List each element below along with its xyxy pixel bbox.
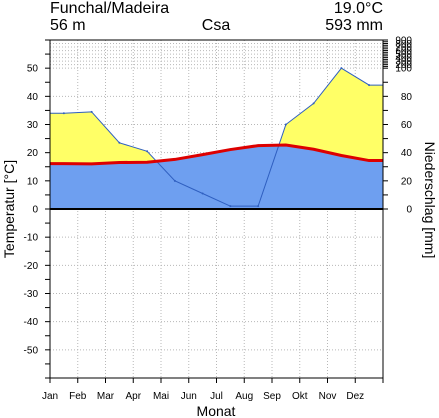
temperature-point [229,148,232,151]
y-tick-label-right: 40 [401,148,413,159]
y-tick-label-left: -10 [24,233,39,244]
precipitation-point [229,205,232,208]
x-axis-label: Monat [197,403,236,418]
x-tick-label: Apr [125,391,141,402]
y-tick-label-left: 20 [27,148,39,159]
y-tick-label-left: -40 [24,317,39,328]
precipitation-point [146,150,149,153]
x-tick-label: Feb [69,391,87,402]
y-tick-label-left: 40 [27,92,39,103]
temperature-point [118,161,121,164]
y-tick-label-right: 0 [406,205,412,216]
y-tick-label-right: 80 [401,92,413,103]
x-tick-label: Mar [97,391,115,402]
x-tick-label: Jul [210,391,223,402]
y-tick-label-left: -20 [24,261,39,272]
precipitation-point [284,123,287,126]
x-tick-label: Mai [153,391,169,402]
x-tick-label: Sep [263,391,281,402]
precipitation-point [368,84,371,87]
y-tick-label-right: 100 [395,64,412,75]
temperature-point [173,158,177,161]
temperature-point [256,144,260,147]
y-tick-label-right: 400 [395,53,412,64]
temperature-point [284,143,288,147]
precipitation-point [62,112,65,115]
temperature-point [145,161,149,164]
station-name: Funchal/Madeira [50,0,169,17]
x-tick-label: Jan [42,391,58,402]
x-tick-label: Jun [181,391,197,402]
temperature-point [62,162,66,165]
x-tick-label: Dez [346,391,364,402]
precipitation-point [340,67,343,70]
plot-area: -50-40-30-20-100102030405002040608010020… [24,36,413,403]
y-tick-label-left: 30 [27,120,39,131]
temperature-point [201,153,204,156]
x-tick-label: Okt [292,391,308,402]
y-tick-label-right: 500 [395,50,412,61]
x-tick-label: Aug [235,391,253,402]
y-tick-label-right: 800 [395,39,412,50]
climate-class: Csa [202,17,231,34]
y-tick-label-right: 600 [395,46,412,57]
precipitation-point [118,141,121,144]
y-tick-label-left: 50 [27,64,39,75]
humid-base-area [50,145,383,209]
precipitation-line [50,67,383,207]
y-axis-label-left: Temperatur [°C] [1,160,17,258]
precipitation-point [173,179,176,182]
precipitation-point [312,102,315,105]
station-elevation: 56 m [50,17,86,34]
temperature-line [50,143,383,166]
precipitation-point [201,192,204,195]
y-tick-label-left: 0 [32,205,38,216]
temperature-point [340,154,343,157]
y-tick-label-right: 20 [401,176,413,187]
arid-area [50,68,383,164]
precipitation-point [90,110,93,113]
y-tick-label-right: 900 [395,36,412,47]
temperature-point [367,159,371,162]
y-tick-label-right: 200 [395,60,412,71]
precipitation-point [257,205,260,208]
x-tick-label: Nov [319,391,337,402]
y-axis-label-right: Niederschlag [mm] [422,142,438,259]
y-tick-label-left: -50 [24,345,39,356]
y-tick-label-right: 700 [395,43,412,54]
y-tick-label-right: 60 [401,120,413,131]
y-tick-label-right: 300 [395,57,412,68]
temperature-point [90,162,93,166]
y-tick-label-left: 10 [27,176,39,187]
annual-precipitation: 593 mm [325,17,383,34]
y-tick-label-left: -30 [24,289,39,300]
temperature-point [312,148,315,151]
mean-temperature: 19.0°C [334,0,383,17]
